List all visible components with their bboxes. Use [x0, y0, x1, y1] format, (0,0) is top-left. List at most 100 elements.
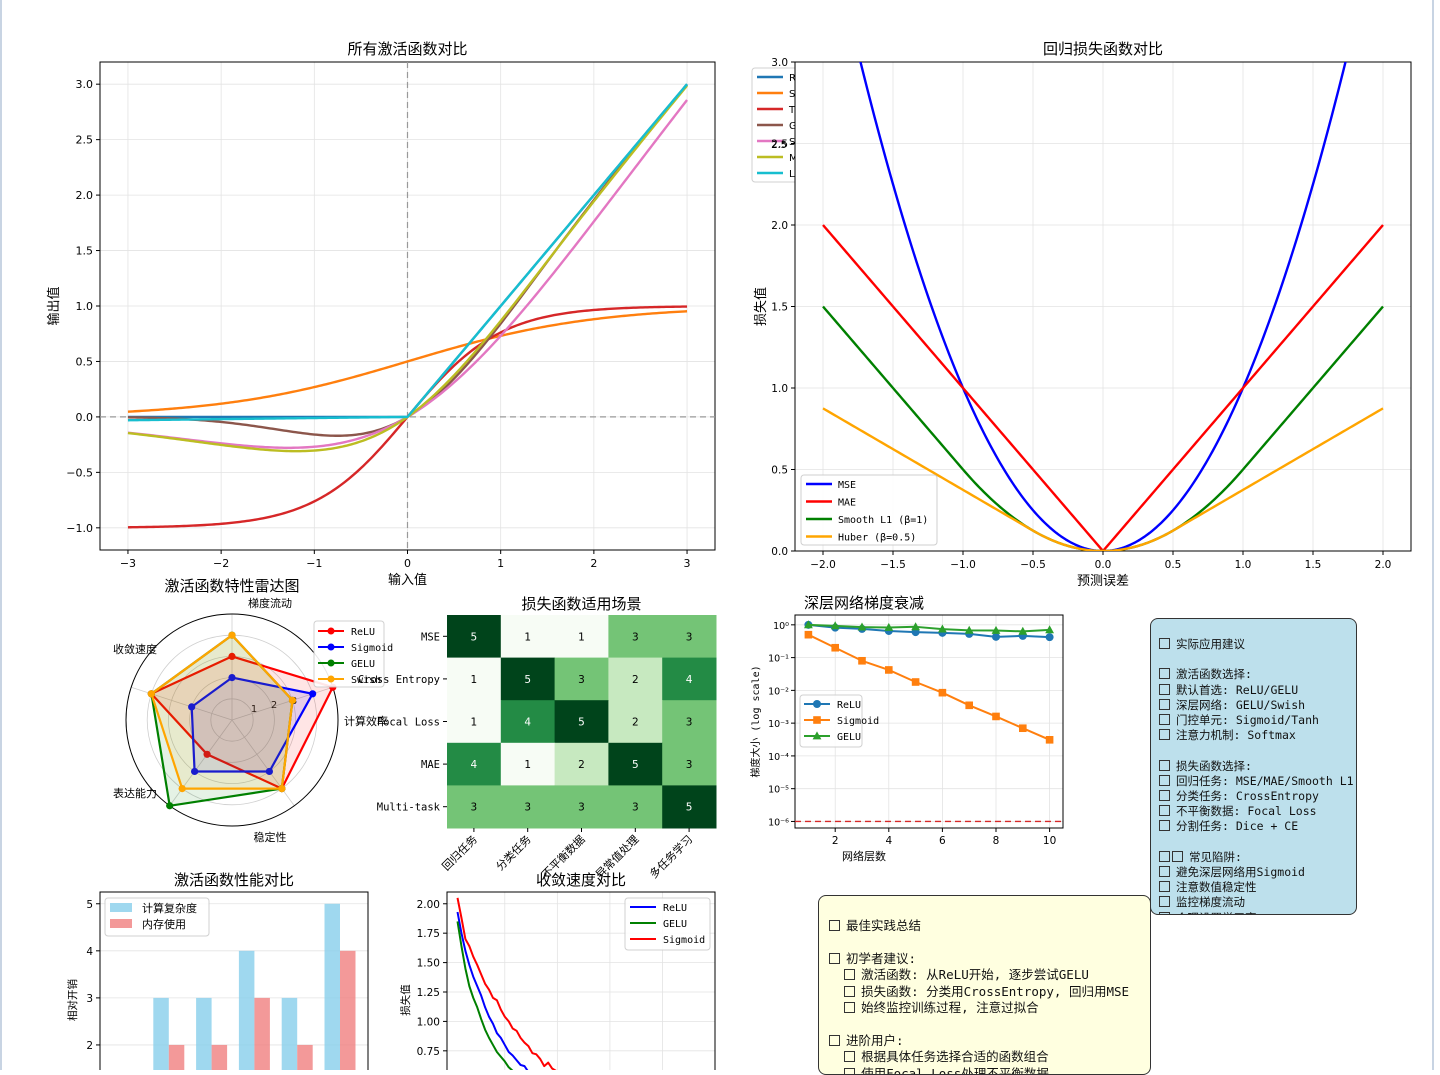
note-text: 分割任务: Dice + CE: [1176, 819, 1299, 834]
note-line: [829, 1016, 1150, 1032]
heatmap-cell: [500, 615, 556, 659]
legend-marker: [327, 627, 335, 635]
legend-label: S: [789, 89, 795, 100]
radar-point: [228, 652, 236, 661]
bar-tanh-1: [211, 1044, 228, 1070]
heatmap-value: 3: [578, 802, 585, 814]
note-line: 避免深层网络用Sigmoid: [1159, 865, 1356, 880]
y-tick-label: 10⁰: [773, 621, 789, 632]
heatmap-cell: [608, 785, 663, 829]
legend-label: MAE: [838, 498, 856, 509]
checkbox-glyph-icon: [1159, 850, 1170, 862]
best-practice-box: 最佳实践总结 初学者建议: 激活函数: 从ReLU开始, 逐步尝试GELU 损失…: [818, 895, 1151, 1075]
left-frame-edge: [0, 0, 2, 1070]
x-tick-label: 1: [497, 557, 504, 570]
checkbox-glyph-icon: [844, 1002, 856, 1014]
bar-sigmoid-1: [168, 1044, 185, 1070]
series-line-gelu: [808, 623, 1050, 633]
series-point: [858, 656, 866, 665]
series-line-sigmoid: [807, 633, 1050, 741]
note-text: 深层网络: GELU/Swish: [1176, 697, 1306, 712]
heatmap-cell: [554, 615, 609, 659]
checkbox-glyph-icon: [1172, 850, 1183, 862]
heatmap-value: 1: [471, 717, 478, 729]
note-text: [1159, 743, 1166, 757]
legend-marker: [327, 659, 335, 667]
x-tick-label: 8: [993, 835, 1000, 847]
legend-marker: [327, 643, 335, 651]
heatmap-value: 1: [471, 674, 478, 686]
convergence-legend: ReLU GELU Sigmoid: [624, 897, 711, 951]
heatmap-value: 3: [524, 802, 531, 814]
chart-title: 收敛速度对比: [536, 871, 626, 889]
y-tick-label: 0.0: [771, 546, 788, 558]
x-tick-label: −3: [120, 557, 136, 570]
chart-title: 激活函数性能对比: [174, 871, 294, 889]
heatmap-value: 4: [471, 759, 478, 771]
checkbox-glyph-icon: [1159, 714, 1170, 726]
radar-point: [278, 785, 286, 793]
plot-lines: [822, 62, 1384, 551]
y-tick-label: 0.5: [76, 355, 94, 368]
note-text: 损失函数: 分类用CrossEntropy, 回归用MSE: [861, 983, 1130, 999]
note-line: 合理设置学习率: [1159, 911, 1356, 914]
legend-marker: [327, 675, 335, 683]
radar-series-sigmoid: [190, 676, 315, 773]
note-line: 激活函数: 从ReLU开始, 逐步尝试GELU: [829, 967, 1150, 983]
y-tick-label: 2.5: [771, 139, 788, 151]
checkbox-glyph-icon: [844, 985, 856, 997]
note-text: 回归任务: MSE/MAE/Smooth L1: [1176, 773, 1354, 788]
note-text: 激活函数选择:: [1176, 667, 1252, 682]
series-line-mae: [822, 224, 1384, 551]
y-tick-label: 10⁻³: [768, 719, 789, 730]
heatmap-cell: [662, 785, 717, 829]
y-tick-label: 0.75: [417, 1046, 440, 1058]
axes-border: [794, 614, 1064, 829]
x-tick-label: −1: [306, 557, 322, 570]
note-line: 深层网络: GELU/Swish: [1159, 698, 1356, 713]
heatmap-row-label: Cross Entropy: [358, 674, 440, 686]
radar-point: [265, 767, 273, 776]
note-line: 分割任务: Dice + CE: [1159, 819, 1356, 834]
heatmap-col-label: 分类任务: [493, 832, 534, 873]
radar-point: [288, 696, 297, 704]
heatmap-value: 2: [632, 674, 639, 686]
chart-title: 所有激活函数对比: [347, 40, 467, 58]
y-tick-label: 10⁻⁶: [768, 817, 789, 828]
heatmap-value: 1: [524, 759, 531, 771]
note-line: [1159, 652, 1356, 667]
legend-label: Swish: [351, 675, 381, 686]
note-line: 使用Focal Loss处理不平衡数据: [829, 1066, 1150, 1074]
legend-label: R: [789, 73, 796, 84]
legend-label: Smooth L1 (β=1): [838, 515, 928, 526]
note-line: 进阶用户:: [829, 1033, 1150, 1049]
y-tick-label: 2.00: [417, 899, 440, 911]
note-text: 避免深层网络用Sigmoid: [1176, 865, 1305, 880]
y-axis-label: 相对开销: [66, 979, 79, 1021]
note-line: 损失函数选择:: [1159, 759, 1356, 774]
note-text: [829, 934, 837, 949]
heatmap-cell: [500, 785, 556, 829]
note-text: 激活函数: 从ReLU开始, 逐步尝试GELU: [861, 967, 1089, 983]
note-text: 始终监控训练过程, 注意过拟合: [861, 1000, 1039, 1016]
series-point: [964, 625, 974, 634]
series-line-huber: [822, 407, 1384, 551]
y-axis-label: 损失值: [753, 287, 769, 326]
series-point: [830, 621, 840, 630]
bar-tanh-0: [196, 997, 212, 1070]
heatmap-value: 5: [632, 759, 639, 771]
heatmap-value: 1: [578, 631, 585, 643]
x-tick-label: 10: [1043, 835, 1056, 847]
heatmap-col-label: 回归任务: [439, 832, 480, 873]
radar-point: [191, 767, 199, 776]
bar-gelu-0: [238, 950, 255, 1070]
y-tick-label: 2: [86, 1040, 93, 1052]
note-text: 实际应用建议: [1176, 637, 1245, 651]
x-tick-label: −1.0: [950, 559, 976, 571]
series-point: [1045, 633, 1054, 642]
series-point: [992, 712, 1000, 721]
plot-lines: [100, 62, 715, 550]
series-point: [991, 625, 1001, 634]
